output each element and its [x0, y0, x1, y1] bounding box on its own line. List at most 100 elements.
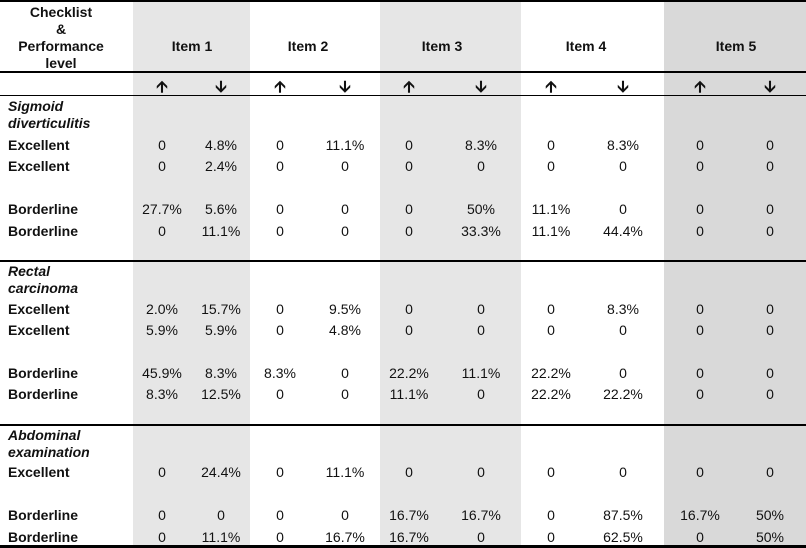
table-cell: 0 [477, 158, 485, 174]
table-cell: 4.8% [329, 322, 361, 338]
table-cell: 0 [547, 529, 555, 545]
row-label: Excellent [8, 158, 70, 174]
table-cell: 11.1% [389, 386, 429, 402]
section-title-line: carcinoma [8, 280, 79, 296]
arrow-up-icon: 🡩 [274, 79, 286, 96]
table-cell: 0 [217, 507, 225, 523]
table-cell: 8.3% [607, 301, 639, 317]
table-cell: 0 [276, 322, 284, 338]
item-header-3: Item 3 [421, 38, 463, 54]
table-cell: 16.7% [389, 507, 429, 523]
section-title-line: diverticulitis [8, 115, 91, 131]
table-cell: 0 [696, 301, 704, 317]
table-cell: 15.7% [201, 301, 241, 317]
table-cell: 0 [547, 301, 555, 317]
table-cell: 0 [477, 386, 485, 402]
table-cell: 0 [405, 301, 413, 317]
table-cell: 0 [276, 507, 284, 523]
row-label: Excellent [8, 322, 70, 338]
column-band-item-1 [133, 2, 250, 548]
table-cell: 11.1% [325, 137, 365, 153]
table-cell: 8.3% [264, 365, 296, 381]
table-cell: 0 [619, 464, 627, 480]
table-cell: 0 [696, 386, 704, 402]
table-cell: 8.3% [465, 137, 497, 153]
table-cell: 8.3% [607, 137, 639, 153]
row-label: Borderline [8, 365, 79, 381]
table-rule [0, 260, 806, 262]
table-cell: 12.5% [201, 386, 241, 402]
table-cell: 0 [766, 201, 774, 217]
table-cell: 8.3% [146, 386, 178, 402]
corner-header-line: & [55, 21, 67, 37]
table-cell: 0 [158, 223, 166, 239]
column-band-item-5 [664, 2, 806, 548]
table-cell: 24.4% [201, 464, 241, 480]
table-cell: 0 [766, 365, 774, 381]
table-rule [0, 95, 806, 96]
table-cell: 0 [619, 158, 627, 174]
table-cell: 0 [276, 386, 284, 402]
table-cell: 0 [477, 301, 485, 317]
table-cell: 0 [158, 464, 166, 480]
arrow-down-icon: 🡫 [475, 79, 487, 96]
table-cell: 22.2% [603, 386, 643, 402]
table-cell: 0 [158, 507, 166, 523]
table-cell: 0 [158, 137, 166, 153]
table-cell: 0 [341, 158, 349, 174]
arrow-up-icon: 🡩 [694, 79, 706, 96]
arrow-down-icon: 🡫 [215, 79, 227, 96]
table-cell: 0 [766, 322, 774, 338]
row-label: Excellent [8, 137, 70, 153]
arrow-down-icon: 🡫 [764, 79, 776, 96]
table-cell: 0 [341, 507, 349, 523]
table-cell: 0 [477, 529, 485, 545]
table-cell: 0 [696, 158, 704, 174]
row-label: Borderline [8, 223, 79, 239]
item-header-4: Item 4 [565, 38, 607, 54]
table-cell: 11.1% [531, 223, 571, 239]
table-cell: 22.2% [531, 365, 571, 381]
table-cell: 9.5% [329, 301, 361, 317]
table-rule [0, 424, 806, 426]
table-cell: 22.2% [531, 386, 571, 402]
row-label: Borderline [8, 529, 79, 545]
table-cell: 0 [405, 201, 413, 217]
table-cell: 0 [766, 464, 774, 480]
section-title-line: Rectal [8, 263, 51, 279]
table-rule [0, 71, 806, 73]
row-label: Excellent [8, 464, 70, 480]
table-cell: 0 [696, 137, 704, 153]
table-cell: 16.7% [389, 529, 429, 545]
table-cell: 11.1% [325, 464, 365, 480]
table-cell: 45.9% [142, 365, 182, 381]
table-cell: 0 [547, 507, 555, 523]
table-cell: 0 [341, 386, 349, 402]
table-cell: 62.5% [603, 529, 643, 545]
table-cell: 2.0% [146, 301, 178, 317]
column-band-item-2 [250, 2, 380, 548]
table-cell: 0 [696, 223, 704, 239]
row-label: Borderline [8, 386, 79, 402]
table-cell: 0 [276, 137, 284, 153]
section-title: Rectal carcinoma [8, 263, 138, 297]
table-cell: 0 [341, 365, 349, 381]
table-cell: 0 [276, 158, 284, 174]
table-cell: 0 [696, 464, 704, 480]
row-label: Borderline [8, 507, 79, 523]
table-cell: 0 [619, 201, 627, 217]
table-cell: 11.1% [531, 201, 571, 217]
table-cell: 5.9% [205, 322, 237, 338]
table-cell: 16.7% [461, 507, 501, 523]
table-cell: 11.1% [461, 365, 501, 381]
table-cell: 0 [547, 137, 555, 153]
table-cell: 0 [405, 322, 413, 338]
section-title: Sigmoid diverticulitis [8, 98, 138, 132]
table-cell: 0 [766, 386, 774, 402]
corner-header-line: level [45, 55, 77, 71]
table-cell: 16.7% [325, 529, 365, 545]
table-cell: 0 [405, 464, 413, 480]
table-cell: 5.6% [205, 201, 237, 217]
corner-header: Checklist & Performance level [6, 4, 116, 72]
table-cell: 0 [696, 322, 704, 338]
